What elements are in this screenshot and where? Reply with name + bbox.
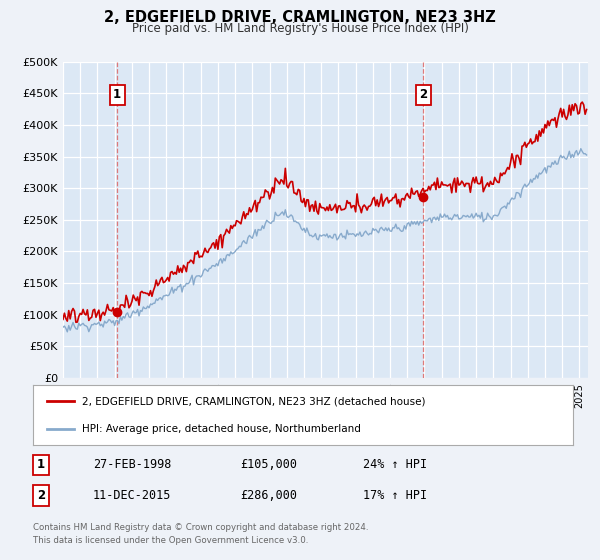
Text: Contains HM Land Registry data © Crown copyright and database right 2024.: Contains HM Land Registry data © Crown c… bbox=[33, 523, 368, 532]
Text: 1: 1 bbox=[37, 458, 45, 472]
Text: 2, EDGEFIELD DRIVE, CRAMLINGTON, NE23 3HZ (detached house): 2, EDGEFIELD DRIVE, CRAMLINGTON, NE23 3H… bbox=[82, 396, 425, 406]
Text: Price paid vs. HM Land Registry's House Price Index (HPI): Price paid vs. HM Land Registry's House … bbox=[131, 22, 469, 35]
Text: 1: 1 bbox=[113, 88, 121, 101]
Text: £105,000: £105,000 bbox=[240, 458, 297, 472]
Text: 2: 2 bbox=[419, 88, 428, 101]
Text: This data is licensed under the Open Government Licence v3.0.: This data is licensed under the Open Gov… bbox=[33, 536, 308, 545]
Text: HPI: Average price, detached house, Northumberland: HPI: Average price, detached house, Nort… bbox=[82, 424, 361, 434]
Text: 17% ↑ HPI: 17% ↑ HPI bbox=[363, 489, 427, 502]
Text: 11-DEC-2015: 11-DEC-2015 bbox=[93, 489, 172, 502]
Text: 2: 2 bbox=[37, 489, 45, 502]
Text: 27-FEB-1998: 27-FEB-1998 bbox=[93, 458, 172, 472]
Text: 24% ↑ HPI: 24% ↑ HPI bbox=[363, 458, 427, 472]
Text: £286,000: £286,000 bbox=[240, 489, 297, 502]
Text: 2, EDGEFIELD DRIVE, CRAMLINGTON, NE23 3HZ: 2, EDGEFIELD DRIVE, CRAMLINGTON, NE23 3H… bbox=[104, 10, 496, 25]
